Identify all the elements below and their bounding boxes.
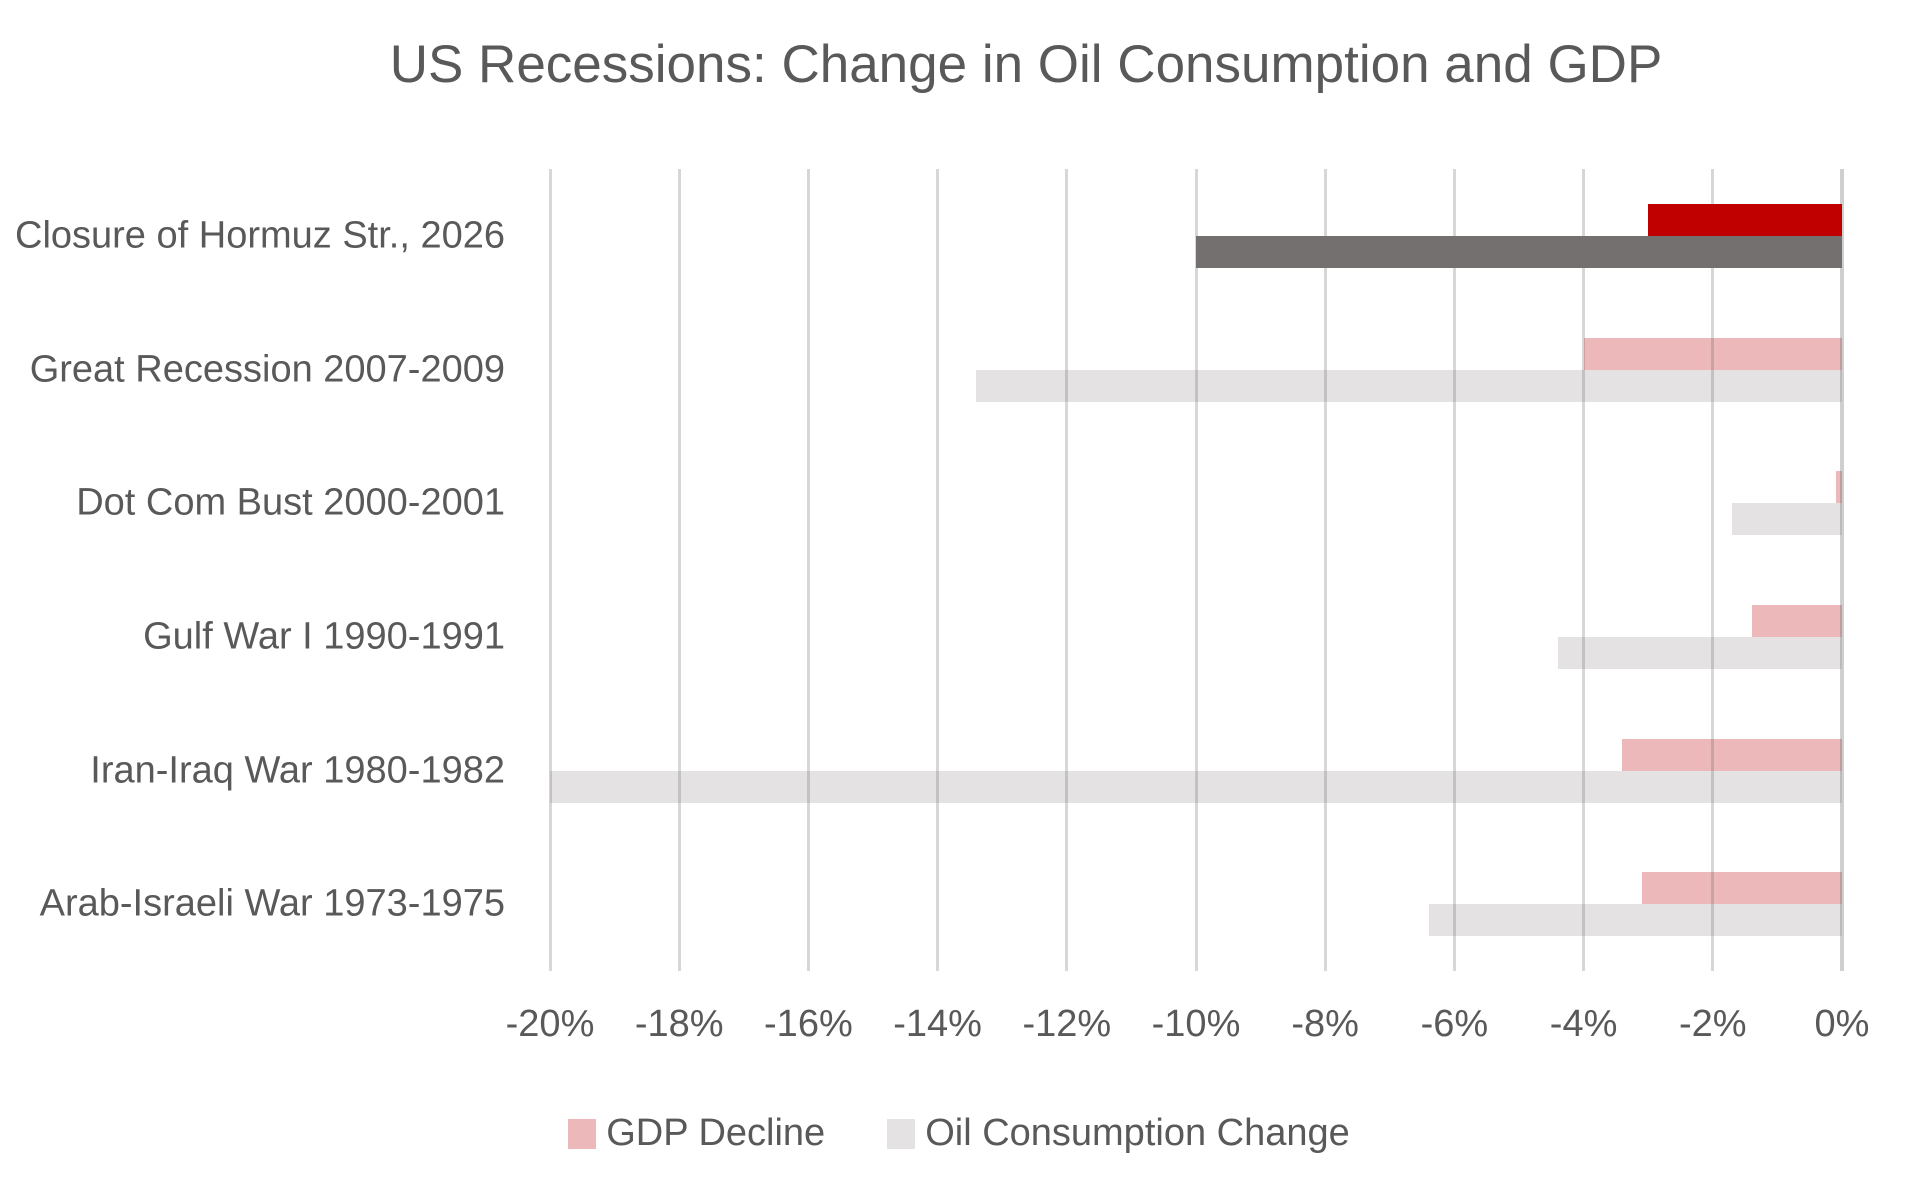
category-label-3: Gulf War I 1990-1991	[143, 615, 505, 658]
axis-tick-label-9: -2%	[1679, 1003, 1747, 1045]
category-label-2: Dot Com Bust 2000-2001	[76, 481, 505, 524]
bar-gdp-5	[1641, 872, 1842, 905]
legend-item-0: GDP Decline	[568, 1112, 825, 1155]
legend-swatch-1	[887, 1118, 916, 1149]
legend-label-0: GDP Decline	[606, 1112, 826, 1154]
category-label-1: Great Recession 2007-2009	[29, 348, 505, 390]
axis-tick-label-8: -4%	[1549, 1003, 1618, 1045]
axis-tick-label-7: -6%	[1420, 1003, 1489, 1045]
bar-oil-3	[1557, 636, 1842, 669]
axis-tick-label-6: -8%	[1291, 1003, 1359, 1045]
gridline	[548, 169, 552, 971]
legend-label-1: Oil Consumption Change	[925, 1112, 1350, 1154]
legend-item-1: Oil Consumption Change	[887, 1112, 1350, 1155]
category-label-4: Iran-Iraq War 1980-1982	[90, 749, 505, 791]
gridline	[677, 169, 681, 971]
bar-oil-2	[1732, 503, 1842, 536]
gridline	[1452, 169, 1456, 971]
bar-gdp-3	[1751, 604, 1842, 637]
gridline	[1582, 169, 1586, 971]
axis-tick-label-10: 0%	[1814, 1003, 1870, 1045]
plot-area	[548, 169, 1844, 971]
gridline	[806, 169, 810, 971]
bar-oil-4	[550, 770, 1842, 803]
bar-oil-1	[976, 369, 1842, 402]
gridline	[1323, 169, 1327, 971]
gridline	[1194, 169, 1198, 971]
gridline	[1711, 169, 1715, 971]
axis-tick-label-0: -20%	[505, 1003, 595, 1045]
gridline	[936, 169, 940, 971]
bar-gdp-0	[1648, 203, 1842, 236]
bar-oil-5	[1428, 904, 1842, 937]
axis-tick-label-3: -14%	[893, 1003, 982, 1045]
gridline	[1065, 169, 1069, 971]
axis-tick-label-1: -18%	[634, 1003, 724, 1045]
legend: GDP Decline Oil Consumption Change	[0, 1112, 1918, 1155]
zero-gridline	[1840, 169, 1844, 971]
bar-oil-0	[1196, 235, 1842, 268]
axis-tick-label-5: -10%	[1151, 1003, 1241, 1045]
axis-tick-label-4: -12%	[1022, 1003, 1112, 1045]
category-label-5: Arab-Israeli War 1973-1975	[39, 882, 505, 925]
category-label-0: Closure of Hormuz Str., 2026	[15, 214, 505, 257]
bar-gdp-4	[1622, 738, 1842, 771]
bar-gdp-2	[1835, 471, 1842, 504]
legend-swatch-0	[568, 1118, 597, 1149]
bar-gdp-1	[1583, 337, 1842, 370]
axis-tick-label-2: -16%	[764, 1003, 853, 1045]
chart-title: US Recessions: Change in Oil Consumption…	[389, 35, 1663, 94]
